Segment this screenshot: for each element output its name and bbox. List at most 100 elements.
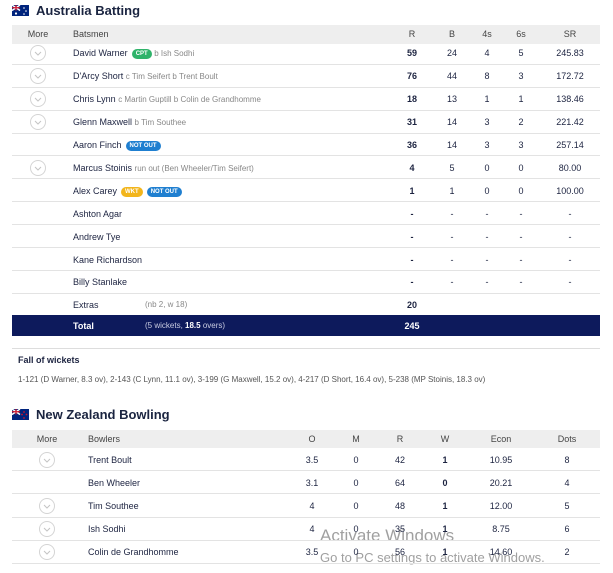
expand-button[interactable]	[29, 67, 47, 85]
stat-sr: 245.83	[556, 48, 584, 59]
stat-sr: -	[568, 277, 572, 288]
batsman-cell: Chris Lynn c Martin Guptill b Colin de G…	[73, 93, 261, 106]
bowler-name: Tim Southee	[88, 501, 139, 511]
column-header: R	[396, 434, 404, 444]
batsman-cell: Aaron Finch NOT OUT	[73, 139, 161, 152]
total-label: Total	[73, 320, 94, 331]
stat-sixes: 2	[518, 117, 524, 128]
batting-row	[12, 248, 600, 271]
batsman-cell: D'Arcy Short c Tim Seifert b Trent Boult	[73, 70, 218, 83]
stat-o: 3.5	[305, 547, 319, 558]
stat-o: 4	[309, 501, 315, 511]
stat-dots: 2	[564, 547, 570, 558]
stat-m: 0	[353, 477, 359, 488]
stat-w: 0	[442, 477, 448, 488]
bowling-header-row	[12, 430, 600, 448]
stat-sixes: -	[519, 254, 523, 265]
stat-fours: -	[485, 208, 489, 219]
stat-fours: -	[485, 231, 489, 242]
batsman-cell: Ashton Agar	[73, 208, 122, 220]
stat-o: 3.5	[305, 454, 319, 465]
dismissal: b Ish Sodhi	[154, 49, 195, 59]
batsman-name: Chris Lynn	[73, 94, 116, 105]
column-header: B	[448, 29, 455, 39]
stat-w: 1	[442, 524, 448, 535]
batting-row	[12, 65, 600, 88]
batting-row	[12, 271, 600, 294]
total-detail-part: 18.5	[185, 320, 201, 330]
stat-sr: 257.14	[556, 140, 584, 151]
fow-divider	[12, 348, 600, 373]
column-header: M	[352, 434, 360, 444]
fow-text: 1-121 (D Warner, 8.3 ov), 2-143 (C Lynn,…	[18, 375, 486, 384]
batsman-name: Kane Richardson	[73, 254, 143, 265]
batsman-cell: Alex Carey WKT NOT OUT	[73, 185, 182, 197]
stat-dots: 8	[564, 454, 570, 465]
badge: WKT	[121, 186, 143, 197]
stat-sixes: -	[519, 277, 523, 288]
expand-button[interactable]	[29, 113, 47, 131]
stat-sixes: -	[519, 231, 523, 242]
expand-button[interactable]	[38, 520, 56, 538]
expand-button[interactable]	[38, 543, 56, 561]
stat-m: 0	[353, 524, 359, 535]
batsman-name: Marcus Stoinis	[73, 162, 133, 173]
stat-fours: 3	[484, 117, 490, 128]
column-header: Dots	[557, 434, 577, 444]
column-header: Bowlers	[88, 434, 121, 444]
stat-r: 48	[394, 501, 405, 511]
batting-title: Australia Batting	[36, 3, 141, 18]
stat-dots: 4	[564, 477, 570, 488]
stat-sr: 100.00	[556, 185, 584, 196]
batsman-name: David Warner	[73, 48, 128, 59]
stat-w: 1	[442, 454, 448, 465]
stat-econ: 12.00	[489, 501, 513, 511]
expand-button[interactable]	[29, 159, 47, 177]
batsman-name: Billy Stanlake	[73, 277, 128, 288]
batting-row	[12, 134, 600, 157]
stat-econ: 8.75	[492, 524, 510, 535]
stat-b: 5	[449, 162, 455, 173]
total-detail: (5 wickets, 18.5 overs)	[145, 320, 225, 332]
australia-flag	[12, 5, 29, 16]
stat-b: 13	[446, 94, 457, 105]
expand-button[interactable]	[29, 90, 47, 108]
total-detail-part: overs)	[200, 320, 226, 330]
expand-button[interactable]	[38, 497, 56, 515]
bowling-row	[12, 541, 600, 564]
stat-r: 18	[406, 94, 417, 105]
stat-sr: -	[568, 254, 572, 265]
total-runs: 245	[404, 320, 420, 331]
stat-r: 35	[394, 524, 405, 535]
stat-m: 0	[353, 501, 359, 511]
stat-o: 4	[309, 524, 315, 535]
bowler-name: Ben Wheeler	[88, 477, 141, 488]
batsman-name: Ashton Agar	[73, 208, 123, 219]
batsman-cell: Glenn Maxwell b Tim Southee	[73, 116, 186, 129]
dismissal: c Tim Seifert b Trent Boult	[125, 72, 218, 82]
stat-w: 1	[442, 547, 448, 558]
stat-r: 1	[409, 185, 415, 196]
stat-m: 0	[353, 454, 359, 465]
expand-button[interactable]	[29, 44, 47, 62]
stat-fours: 3	[484, 140, 490, 151]
batsman-cell: Marcus Stoinis run out (Ben Wheeler/Tim …	[73, 162, 254, 175]
batting-row	[12, 88, 600, 111]
column-header: More	[36, 434, 58, 444]
stat-sr: 221.42	[556, 117, 584, 128]
expand-button[interactable]	[38, 451, 56, 469]
stat-econ: 10.95	[489, 454, 513, 465]
fow-title: Fall of wickets	[18, 355, 80, 365]
stat-b: 14	[446, 117, 457, 128]
stat-r: -	[410, 231, 414, 242]
total-row	[12, 314, 600, 336]
batting-header-row	[12, 25, 600, 44]
stat-b: 44	[446, 71, 457, 82]
stat-econ: 20.21	[489, 477, 513, 488]
stat-econ: 14.60	[489, 547, 513, 558]
extras-detail: (nb 2, w 18)	[145, 300, 188, 310]
column-header: SR	[563, 29, 577, 39]
stat-b: 1	[449, 185, 455, 196]
column-header: 4s	[482, 29, 492, 39]
